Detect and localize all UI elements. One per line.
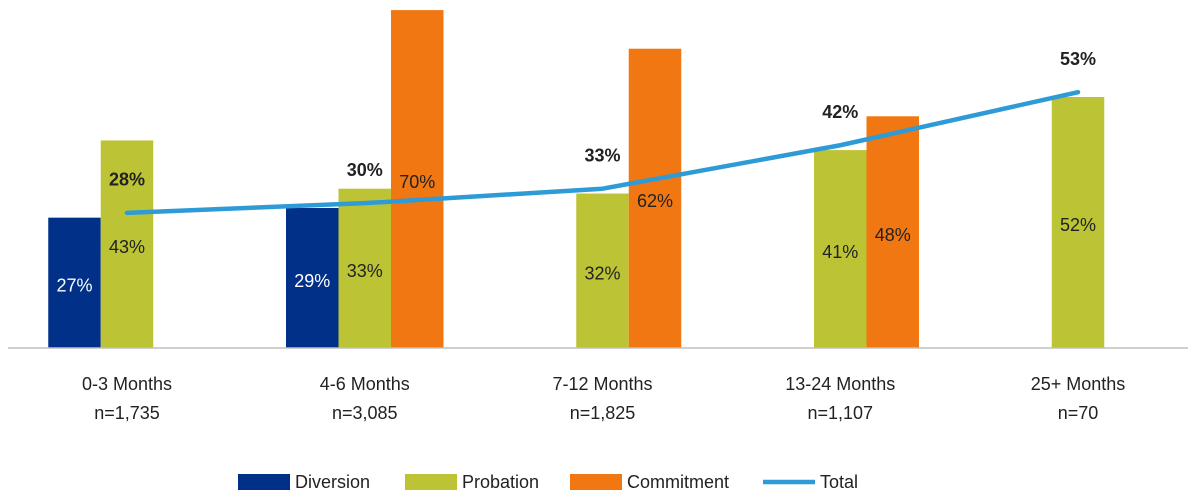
legend-swatch <box>238 474 290 490</box>
bar <box>391 10 444 348</box>
legend-label: Total <box>820 472 858 492</box>
data-label: 30% <box>347 160 383 180</box>
bar <box>1051 96 1105 349</box>
data-label: 42% <box>822 102 858 122</box>
data-label: 41% <box>822 242 858 262</box>
bar <box>100 140 154 348</box>
x-tick-label: 0-3 Months <box>82 374 172 394</box>
x-tick-sublabel: n=70 <box>1058 403 1099 423</box>
x-tick-label: 7-12 Months <box>552 374 652 394</box>
legend-label: Diversion <box>295 472 370 492</box>
bar <box>338 188 391 348</box>
data-label: 32% <box>584 264 620 284</box>
legend-label: Commitment <box>627 472 729 492</box>
data-label: 70% <box>399 172 435 192</box>
legend-swatch <box>405 474 457 490</box>
x-tick-sublabel: n=1,107 <box>807 403 873 423</box>
x-tick-label: 4-6 Months <box>320 374 410 394</box>
bar <box>628 48 682 349</box>
x-tick-sublabel: n=3,085 <box>332 403 398 423</box>
bar <box>814 150 867 348</box>
bar <box>866 116 919 348</box>
data-label: 27% <box>56 276 92 296</box>
x-tick-sublabel: n=1,735 <box>94 403 160 423</box>
data-label: 28% <box>109 170 145 190</box>
data-label: 29% <box>294 271 330 291</box>
data-label: 43% <box>109 237 145 257</box>
data-label: 33% <box>347 261 383 281</box>
x-tick-sublabel: n=1,825 <box>570 403 636 423</box>
x-tick-label: 25+ Months <box>1031 374 1126 394</box>
bar <box>48 217 101 348</box>
legend-label: Probation <box>462 472 539 492</box>
legend-swatch <box>570 474 622 490</box>
data-label: 48% <box>875 225 911 245</box>
x-tick-label: 13-24 Months <box>785 374 895 394</box>
line <box>124 89 1081 216</box>
bar <box>576 193 629 348</box>
data-label: 52% <box>1060 215 1096 235</box>
data-label: 33% <box>584 145 620 165</box>
bar <box>286 208 339 348</box>
data-label: 53% <box>1060 49 1096 69</box>
data-label: 62% <box>637 191 673 211</box>
